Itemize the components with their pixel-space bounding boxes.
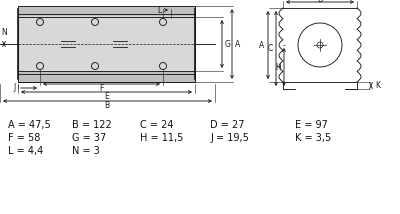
Text: H = 11,5: H = 11,5 — [140, 133, 183, 143]
Text: B = 122: B = 122 — [72, 120, 112, 130]
Text: J: J — [14, 83, 16, 92]
Text: L: L — [157, 6, 161, 15]
Bar — [18, 72, 195, 82]
Text: D = 27: D = 27 — [210, 120, 244, 130]
Text: N: N — [1, 28, 7, 37]
Text: G = 37: G = 37 — [72, 133, 106, 143]
Text: B: B — [104, 101, 110, 110]
Text: A = 47,5: A = 47,5 — [8, 120, 51, 130]
Text: N = 3: N = 3 — [72, 146, 100, 156]
Text: C = 24: C = 24 — [140, 120, 174, 130]
Text: H: H — [275, 62, 281, 71]
Text: J = 19,5: J = 19,5 — [210, 133, 249, 143]
Text: C: C — [268, 44, 273, 53]
Text: A: A — [259, 40, 264, 49]
Bar — [18, 6, 195, 16]
Bar — [18, 6, 195, 82]
Text: D: D — [317, 0, 323, 3]
Text: F: F — [99, 83, 104, 92]
Text: F = 58: F = 58 — [8, 133, 40, 143]
Text: A: A — [235, 40, 240, 49]
Bar — [18, 6, 195, 82]
Text: G: G — [225, 40, 231, 49]
Text: E = 97: E = 97 — [295, 120, 328, 130]
Text: E: E — [105, 92, 109, 101]
Text: K = 3,5: K = 3,5 — [295, 133, 331, 143]
Text: K: K — [375, 81, 380, 90]
Text: L = 4,4: L = 4,4 — [8, 146, 43, 156]
